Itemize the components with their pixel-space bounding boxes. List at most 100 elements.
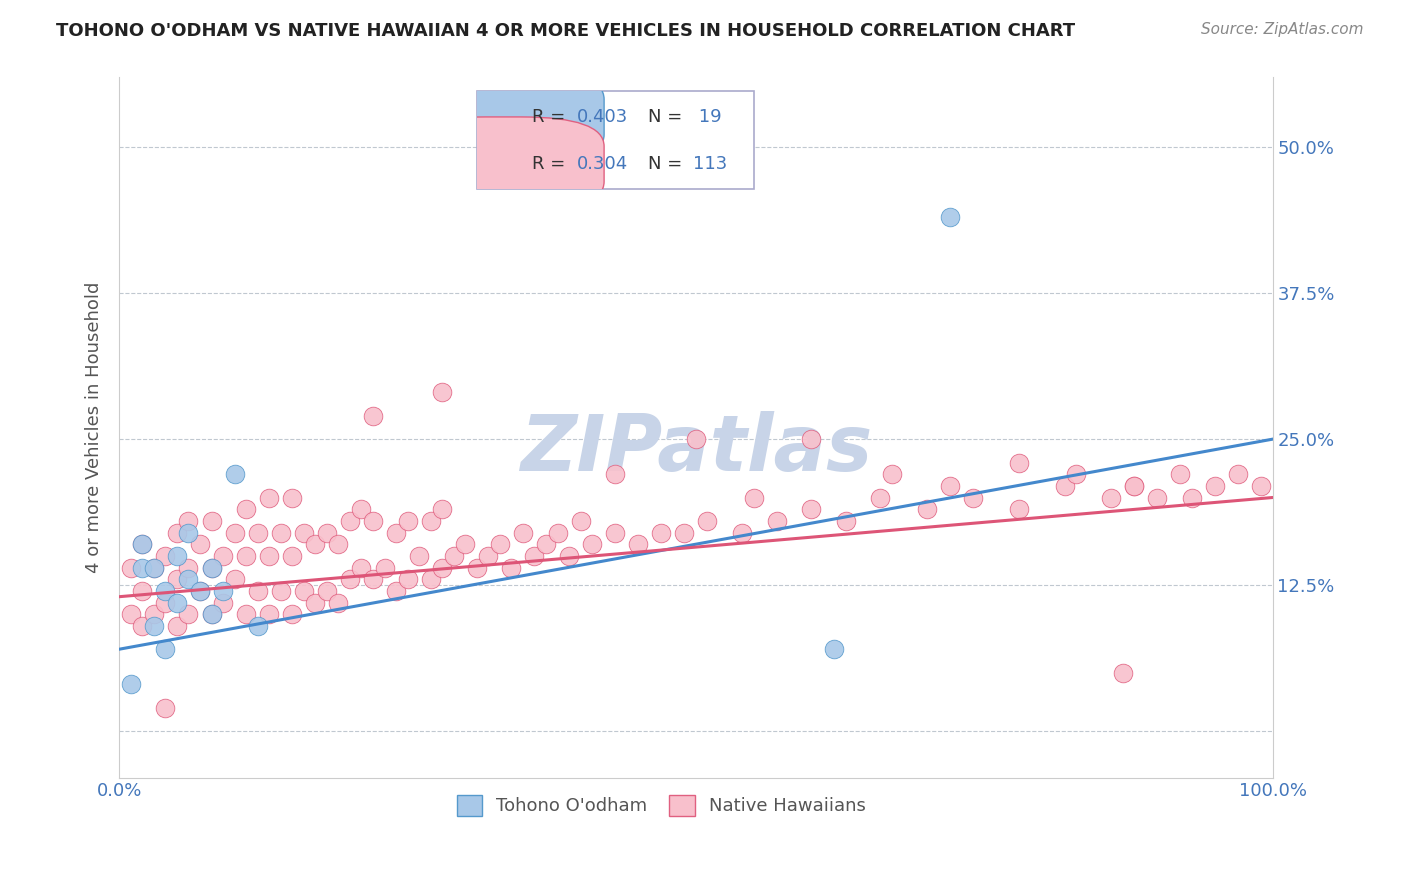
Point	[373, 560, 395, 574]
Point	[742, 491, 765, 505]
Point	[246, 619, 269, 633]
Point	[281, 491, 304, 505]
Point	[396, 514, 419, 528]
Point	[224, 525, 246, 540]
Point	[142, 560, 165, 574]
Point	[315, 583, 337, 598]
Point	[1146, 491, 1168, 505]
Point	[131, 583, 153, 598]
Point	[1053, 479, 1076, 493]
Point	[361, 409, 384, 423]
Point	[938, 211, 960, 225]
Y-axis label: 4 or more Vehicles in Household: 4 or more Vehicles in Household	[86, 282, 103, 574]
Point	[396, 572, 419, 586]
Point	[177, 572, 200, 586]
Point	[1008, 456, 1031, 470]
Point	[212, 595, 235, 609]
Point	[188, 583, 211, 598]
Point	[177, 560, 200, 574]
Legend: Tohono O'odham, Native Hawaiians: Tohono O'odham, Native Hawaiians	[447, 786, 875, 824]
Point	[281, 607, 304, 622]
Point	[385, 583, 408, 598]
Point	[177, 514, 200, 528]
Point	[1181, 491, 1204, 505]
Point	[292, 525, 315, 540]
Point	[835, 514, 858, 528]
Point	[142, 560, 165, 574]
Point	[224, 572, 246, 586]
Point	[166, 549, 188, 563]
Point	[246, 525, 269, 540]
Point	[800, 502, 823, 516]
Point	[1250, 479, 1272, 493]
Point	[292, 583, 315, 598]
Point	[765, 514, 787, 528]
Point	[501, 560, 523, 574]
Point	[605, 525, 627, 540]
Point	[131, 537, 153, 551]
Point	[155, 595, 177, 609]
Point	[155, 549, 177, 563]
Point	[131, 619, 153, 633]
Point	[257, 491, 280, 505]
Point	[696, 514, 718, 528]
Point	[1168, 467, 1191, 482]
Point	[257, 549, 280, 563]
Point	[200, 607, 222, 622]
Point	[569, 514, 592, 528]
Point	[938, 479, 960, 493]
Point	[1226, 467, 1249, 482]
Point	[166, 595, 188, 609]
Point	[962, 491, 984, 505]
Point	[523, 549, 546, 563]
Point	[270, 525, 292, 540]
Point	[328, 537, 350, 551]
Text: Source: ZipAtlas.com: Source: ZipAtlas.com	[1201, 22, 1364, 37]
Point	[685, 432, 707, 446]
Point	[869, 491, 891, 505]
Point	[120, 677, 142, 691]
Point	[650, 525, 672, 540]
Point	[915, 502, 938, 516]
Point	[477, 549, 499, 563]
Point	[304, 595, 326, 609]
Point	[1123, 479, 1146, 493]
Point	[142, 607, 165, 622]
Point	[443, 549, 465, 563]
Point	[385, 525, 408, 540]
Point	[257, 607, 280, 622]
Point	[430, 385, 453, 400]
Point	[304, 537, 326, 551]
Point	[246, 583, 269, 598]
Point	[120, 560, 142, 574]
Point	[408, 549, 430, 563]
Point	[1111, 665, 1133, 680]
Point	[489, 537, 512, 551]
Point	[212, 549, 235, 563]
Point	[200, 560, 222, 574]
Point	[177, 525, 200, 540]
Point	[534, 537, 557, 551]
Point	[605, 467, 627, 482]
Point	[1099, 491, 1122, 505]
Point	[339, 514, 361, 528]
Point	[212, 583, 235, 598]
Point	[120, 607, 142, 622]
Point	[731, 525, 754, 540]
Point	[328, 595, 350, 609]
Point	[235, 607, 257, 622]
Point	[155, 700, 177, 714]
Point	[281, 549, 304, 563]
Point	[558, 549, 581, 563]
Point	[454, 537, 477, 551]
Point	[419, 514, 441, 528]
Text: ZIPatlas: ZIPatlas	[520, 410, 872, 486]
Point	[823, 642, 845, 657]
Point	[155, 642, 177, 657]
Point	[673, 525, 696, 540]
Text: TOHONO O'ODHAM VS NATIVE HAWAIIAN 4 OR MORE VEHICLES IN HOUSEHOLD CORRELATION CH: TOHONO O'ODHAM VS NATIVE HAWAIIAN 4 OR M…	[56, 22, 1076, 40]
Point	[350, 502, 373, 516]
Point	[419, 572, 441, 586]
Point	[315, 525, 337, 540]
Point	[350, 560, 373, 574]
